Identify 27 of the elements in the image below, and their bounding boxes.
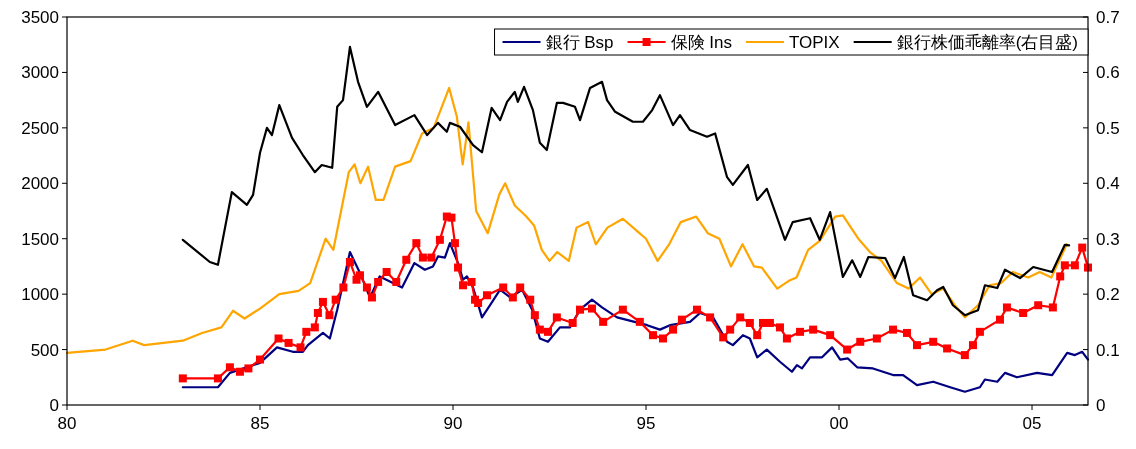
y2-tick-label: 0.4	[1096, 174, 1120, 194]
y2-tick-label: 0.6	[1096, 63, 1120, 83]
legend-label: 保険 Ins	[670, 33, 732, 52]
legend-label: TOPIX	[788, 33, 840, 52]
y-tick-label: 1500	[21, 229, 59, 249]
x-tick-label: 95	[636, 414, 656, 433]
x-tick-label: 85	[250, 414, 270, 433]
y2-tick-label: 0.5	[1096, 118, 1120, 138]
y2-tick-label: 0.2	[1096, 285, 1120, 305]
y-tick-label: 2000	[21, 174, 59, 194]
y-tick-label: 500	[30, 340, 59, 360]
y2-tick-label: 0.7	[1096, 8, 1120, 27]
x-tick-label: 05	[1022, 414, 1042, 433]
x-tick-label: 90	[443, 414, 463, 433]
y2-tick-label: 0.1	[1096, 340, 1120, 360]
legend-label: 銀行 Bsp	[545, 33, 614, 52]
y-tick-label: 0	[49, 396, 59, 415]
x-tick-label: 00	[829, 414, 849, 433]
line-series	[65, 86, 1068, 354]
y-tick-label: 2500	[21, 118, 59, 138]
y2-tick-label: 0.3	[1096, 229, 1120, 249]
x-tick-label: 80	[57, 414, 77, 433]
y-tick-label: 3500	[21, 8, 59, 27]
y2-tick-label: 0	[1096, 396, 1106, 415]
legend-label: 銀行株価乖離率(右目盛)	[896, 33, 1078, 52]
y-tick-label: 1000	[21, 285, 59, 305]
y-tick-label: 3000	[21, 63, 59, 83]
